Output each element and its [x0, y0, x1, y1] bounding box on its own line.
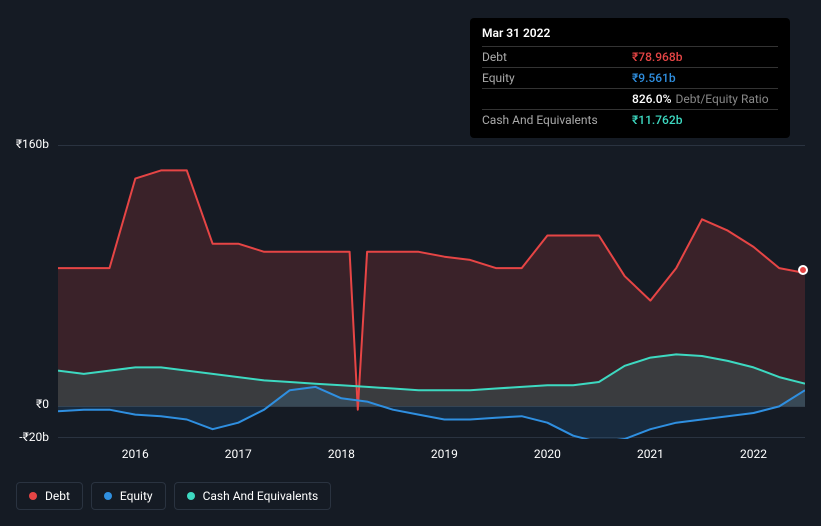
x-axis-label: 2022: [740, 447, 767, 461]
legend-dot-icon: [104, 492, 112, 500]
tooltip-value: ₹78.968b: [632, 50, 682, 64]
legend-dot-icon: [29, 492, 37, 500]
highlight-marker: [798, 265, 808, 275]
x-axis-label: 2016: [122, 447, 149, 461]
tooltip-row: Cash And Equivalents₹11.762b: [482, 109, 778, 130]
tooltip-label: Equity: [482, 71, 632, 85]
x-axis-label: 2021: [637, 447, 664, 461]
tooltip-label: [482, 92, 632, 106]
x-axis-label: 2018: [328, 447, 355, 461]
tooltip-label: Cash And Equivalents: [482, 113, 632, 127]
tooltip-row: Equity₹9.561b: [482, 67, 778, 88]
legend-label: Debt: [45, 489, 70, 503]
legend-label: Cash And Equivalents: [203, 489, 319, 503]
chart-plot-area: [58, 145, 805, 438]
chart-tooltip: Mar 31 2022 Debt₹78.968bEquity₹9.561b826…: [470, 18, 790, 138]
tooltip-value: ₹9.561b: [632, 71, 676, 85]
x-axis-label: 2017: [225, 447, 252, 461]
tooltip-row: 826.0% Debt/Equity Ratio: [482, 88, 778, 109]
x-axis-label: 2020: [534, 447, 561, 461]
legend-item[interactable]: Debt: [16, 482, 83, 510]
tooltip-value: 826.0%: [632, 92, 671, 106]
y-axis-label: -₹20b: [19, 430, 49, 444]
tooltip-rows: Debt₹78.968bEquity₹9.561b826.0% Debt/Equ…: [482, 46, 778, 130]
y-axis-label: ₹0: [36, 397, 49, 411]
chart-legend: Debt Equity Cash And Equivalents: [16, 482, 331, 510]
legend-item[interactable]: Equity: [91, 482, 166, 510]
tooltip-date: Mar 31 2022: [482, 26, 778, 40]
tooltip-secondary: Debt/Equity Ratio: [675, 92, 768, 106]
tooltip-value: ₹11.762b: [632, 113, 682, 127]
x-axis-label: 2019: [431, 447, 458, 461]
legend-item[interactable]: Cash And Equivalents: [174, 482, 332, 510]
y-axis-label: ₹160b: [16, 137, 49, 151]
legend-label: Equity: [120, 489, 153, 503]
tooltip-label: Debt: [482, 50, 632, 64]
tooltip-row: Debt₹78.968b: [482, 46, 778, 67]
chart-svg: [58, 146, 805, 439]
legend-dot-icon: [187, 492, 195, 500]
